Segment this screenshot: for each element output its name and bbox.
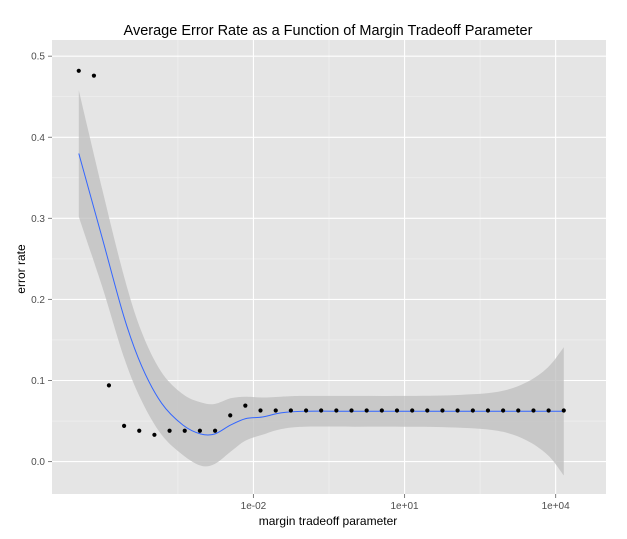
smooth-line <box>78 153 564 436</box>
data-point <box>121 423 127 428</box>
data-point <box>349 408 354 413</box>
data-point <box>258 408 263 413</box>
data-point <box>334 408 339 413</box>
data-point <box>212 428 218 433</box>
confidence-band <box>78 90 564 476</box>
y-axis-title: error rate <box>14 244 28 294</box>
data-point <box>455 408 460 413</box>
data-point <box>197 428 202 433</box>
chart-title: Average Error Rate as a Function of Marg… <box>124 23 533 39</box>
y-tick-label: 0.0 <box>31 457 45 468</box>
data-point <box>561 408 566 413</box>
data-point <box>76 68 81 73</box>
data-point <box>167 428 172 433</box>
y-tick-label: 0.3 <box>31 214 45 225</box>
major-gridlines <box>52 40 606 494</box>
x-tick-label: 1e-02 <box>241 501 267 512</box>
y-tick-label: 0.2 <box>31 295 45 306</box>
x-tick-label: 1e+01 <box>390 501 419 512</box>
data-point <box>485 408 491 413</box>
data-point <box>182 428 187 433</box>
data-point <box>501 408 506 413</box>
data-point <box>364 408 369 413</box>
data-points <box>76 68 566 437</box>
data-point <box>470 408 475 413</box>
y-tick-label: 0.5 <box>31 52 45 63</box>
data-point <box>440 408 445 413</box>
data-point <box>425 408 430 413</box>
data-point <box>91 73 97 78</box>
data-point <box>152 432 157 437</box>
x-axis-ticks: 1e-02 1e+01 1e+04 <box>241 494 570 512</box>
data-point <box>410 408 415 413</box>
x-tick-label: 1e+04 <box>542 501 571 512</box>
data-point <box>379 408 384 413</box>
data-point <box>273 408 278 413</box>
y-tick-label: 0.1 <box>31 376 45 387</box>
y-axis-ticks: 0.0 0.1 0.2 0.3 0.4 0.5 <box>31 52 52 468</box>
x-axis-title: margin tradeoff parameter <box>259 514 398 528</box>
data-point <box>319 408 324 413</box>
data-point <box>243 403 248 408</box>
data-point <box>546 408 551 413</box>
data-point <box>228 413 233 418</box>
data-point <box>304 408 309 413</box>
data-point <box>394 408 400 413</box>
y-tick-label: 0.4 <box>31 133 45 144</box>
data-point <box>531 408 536 413</box>
data-point <box>137 428 142 433</box>
data-point <box>288 408 293 413</box>
data-point <box>106 383 112 388</box>
data-point <box>516 408 521 413</box>
